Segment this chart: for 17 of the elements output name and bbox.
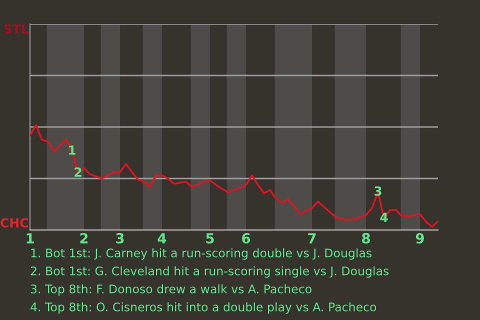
text: 4. Top 8th: O. Cisneros hit into a double play vs A. Pacheco (30, 302, 376, 314)
x-tick-label: 8 (362, 233, 370, 244)
x-tick-label: 1 (26, 233, 34, 244)
x-tick-label: 3 (116, 233, 124, 244)
x-tick-label: 2 (80, 233, 88, 244)
x-tick-label: 9 (416, 233, 424, 244)
x-tick-label: 7 (308, 233, 316, 244)
x-tick-label: 4 (158, 233, 166, 244)
text: 1. Bot 1st: J. Carney hit a run-scoring double vs J. Douglas (31, 248, 372, 260)
text: 3. Top 8th: F. Donoso drew a walk vs A. Pacheco (30, 284, 312, 296)
annotation: 4 (380, 212, 388, 222)
text: STL (4, 24, 28, 34)
x-tick-label: 6 (242, 233, 250, 244)
x-tick-label: 5 (206, 233, 214, 244)
text: CHC (0, 218, 28, 228)
text: 2. Bot 1st: G. Cleveland hit a run-scoring single vs J. Douglas (30, 266, 389, 278)
annotation: 3 (374, 186, 382, 196)
